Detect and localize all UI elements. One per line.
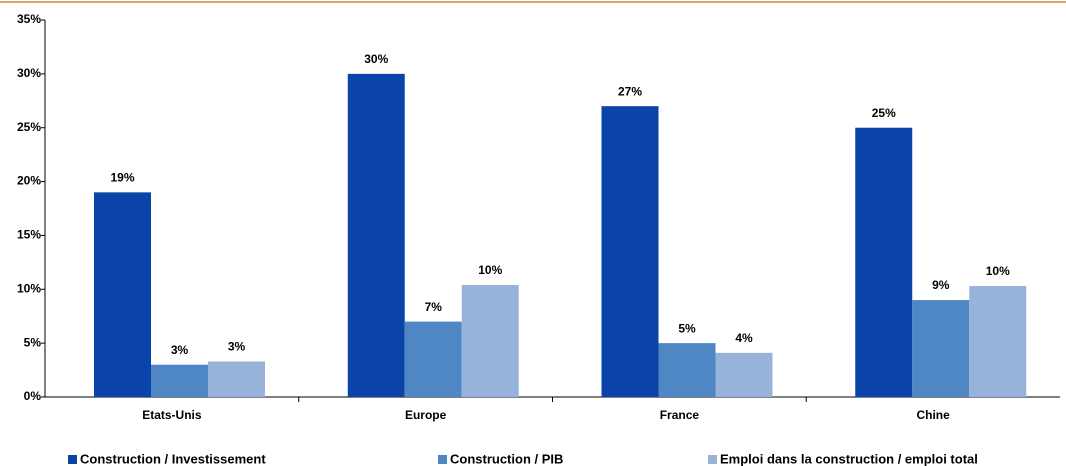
value-label: 7% bbox=[425, 300, 443, 314]
bar bbox=[94, 192, 151, 397]
bar bbox=[855, 127, 913, 397]
y-tick-label: 30% bbox=[17, 66, 41, 80]
y-tick-label: 35% bbox=[17, 12, 41, 26]
bar bbox=[969, 286, 1027, 397]
value-label: 3% bbox=[171, 343, 189, 357]
x-tick-label: France bbox=[660, 408, 700, 422]
bar bbox=[404, 321, 462, 397]
x-tick-label: Europe bbox=[405, 408, 447, 422]
bar bbox=[715, 352, 773, 397]
y-tick-label: 20% bbox=[17, 174, 41, 188]
bar bbox=[912, 300, 970, 397]
value-label: 5% bbox=[678, 321, 696, 335]
legend-label: Construction / Investissement bbox=[80, 451, 266, 466]
y-tick-label: 0% bbox=[24, 389, 42, 403]
value-label: 27% bbox=[618, 84, 642, 98]
legend-swatch bbox=[68, 455, 77, 464]
value-label: 25% bbox=[872, 106, 896, 120]
value-label: 10% bbox=[986, 264, 1010, 278]
legend-label: Construction / PIB bbox=[450, 451, 563, 466]
y-tick-label: 5% bbox=[24, 335, 42, 349]
bar bbox=[347, 73, 405, 397]
value-label: 19% bbox=[110, 171, 134, 185]
x-tick-label: Etats-Unis bbox=[142, 408, 202, 422]
bar bbox=[208, 361, 265, 397]
value-label: 9% bbox=[932, 278, 950, 292]
value-label: 30% bbox=[364, 52, 388, 66]
y-tick-label: 15% bbox=[17, 228, 41, 242]
bar bbox=[461, 284, 519, 397]
y-tick-label: 25% bbox=[17, 120, 41, 134]
legend-label: Emploi dans la construction / emploi tot… bbox=[720, 451, 978, 466]
x-tick-label: Chine bbox=[916, 408, 950, 422]
value-label: 3% bbox=[228, 340, 246, 354]
legend-swatch bbox=[708, 455, 717, 464]
y-tick-label: 10% bbox=[17, 281, 41, 295]
value-label: 4% bbox=[735, 331, 753, 345]
legend-swatch bbox=[438, 455, 447, 464]
bar bbox=[601, 106, 659, 398]
bar bbox=[151, 364, 208, 397]
bar bbox=[658, 343, 716, 397]
value-label: 10% bbox=[478, 263, 502, 277]
